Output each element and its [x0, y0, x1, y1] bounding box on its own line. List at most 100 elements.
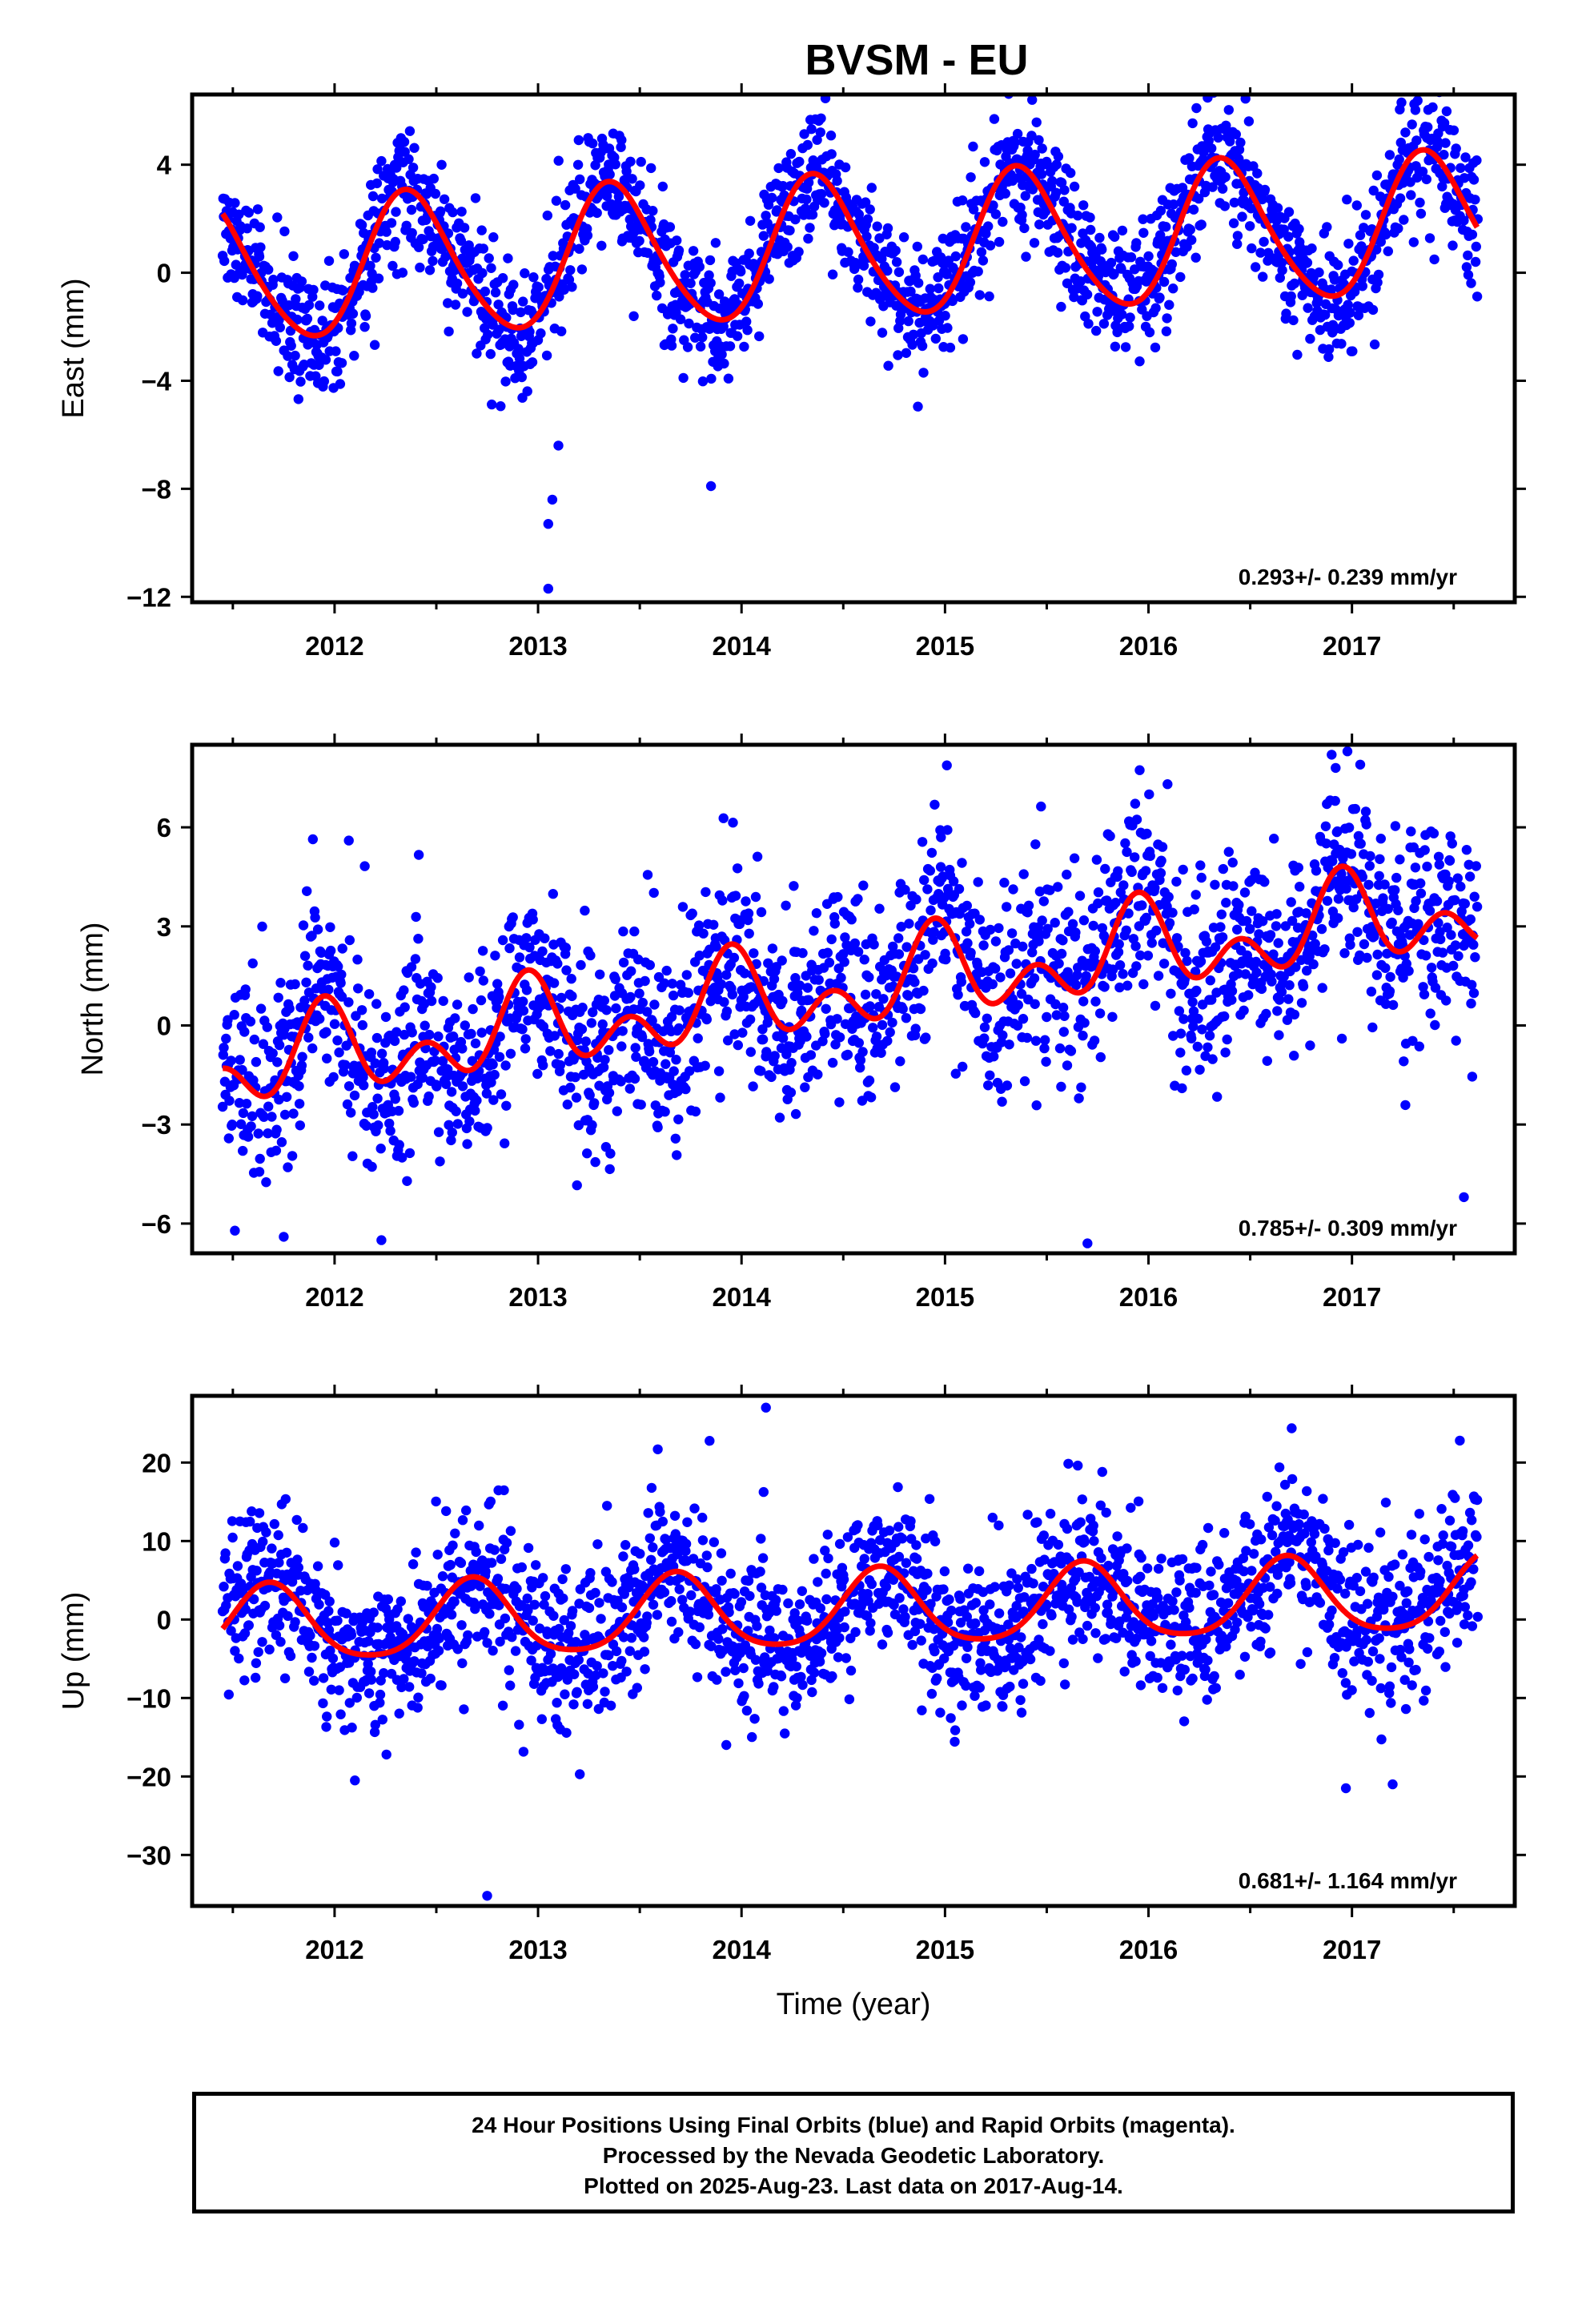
data-point [413, 1692, 424, 1703]
data-point [441, 1079, 452, 1090]
data-point [698, 928, 709, 939]
data-point [712, 1675, 722, 1685]
data-point [1223, 846, 1235, 857]
data-point [1161, 222, 1171, 232]
data-point [1045, 885, 1055, 895]
data-point [336, 969, 347, 980]
data-point [1417, 167, 1428, 177]
data-point [528, 272, 539, 283]
data-point [1221, 898, 1231, 908]
data-point [559, 1614, 569, 1626]
data-point [872, 221, 882, 231]
data-point [739, 1691, 749, 1701]
data-point [918, 368, 929, 378]
data-point [1140, 866, 1151, 876]
data-point [296, 1060, 307, 1071]
data-point [928, 935, 938, 945]
data-point [404, 126, 416, 136]
data-point [913, 278, 924, 288]
data-point [666, 340, 677, 351]
data-point-outlier [547, 494, 558, 505]
data-point [667, 979, 677, 989]
data-point [1175, 271, 1186, 283]
data-point [1460, 152, 1471, 163]
data-point [517, 1024, 528, 1035]
data-point [299, 995, 310, 1006]
data-point [1272, 1006, 1283, 1016]
data-point [665, 222, 676, 232]
data-point [296, 276, 307, 287]
data-point [1399, 1056, 1409, 1067]
data-point [562, 1100, 572, 1110]
data-point [341, 1608, 351, 1618]
data-point [1322, 222, 1332, 232]
data-point [1362, 952, 1372, 963]
data-point [521, 985, 532, 995]
data-point [702, 1562, 713, 1573]
data-point [1079, 1018, 1090, 1028]
data-point [756, 907, 767, 918]
data-point [524, 327, 535, 337]
data-point [833, 963, 844, 974]
data-point [1408, 237, 1419, 247]
data-point [428, 173, 439, 184]
data-point [472, 348, 482, 359]
data-point [370, 1719, 380, 1730]
data-point [286, 340, 296, 351]
data-point [1150, 342, 1161, 353]
data-point [973, 266, 983, 277]
data-point [1192, 1041, 1203, 1052]
data-point [503, 253, 513, 263]
data-point [871, 1031, 882, 1042]
data-point [1375, 236, 1387, 247]
data-point [548, 1610, 559, 1622]
data-point [1321, 838, 1331, 849]
data-point [1166, 259, 1178, 270]
data-point [290, 1617, 300, 1627]
data-point [280, 1494, 291, 1505]
data-point [1276, 257, 1287, 268]
data-point [373, 273, 384, 283]
data-point [554, 1623, 564, 1634]
data-point [460, 1020, 470, 1031]
data-point [595, 969, 605, 980]
data-point [1187, 997, 1198, 1007]
data-point [853, 947, 864, 957]
data-point [1411, 135, 1422, 146]
data-point [575, 1769, 585, 1779]
data-point [1012, 128, 1023, 139]
data-point [1073, 211, 1083, 221]
data-point [1222, 1034, 1232, 1045]
data-point [1442, 923, 1452, 933]
data-point [921, 1032, 931, 1043]
data-point [459, 1704, 469, 1715]
data-point [1286, 291, 1296, 302]
data-point [1292, 349, 1303, 360]
data-point [618, 957, 629, 968]
data-point [240, 1604, 251, 1614]
data-point [625, 991, 636, 1003]
data-point [1348, 255, 1359, 266]
data-point [436, 206, 446, 216]
data-point [677, 1594, 688, 1605]
data-point [369, 340, 380, 350]
data-point [694, 951, 705, 961]
data-point [1031, 117, 1042, 127]
data-point [600, 1055, 610, 1065]
data-point [1323, 352, 1334, 362]
data-point [1078, 915, 1090, 926]
data-point [441, 1506, 452, 1517]
data-point [839, 957, 849, 967]
data-point [383, 1594, 393, 1605]
data-point [882, 1035, 893, 1047]
data-point [528, 1615, 538, 1626]
data-point [669, 1066, 679, 1076]
data-point [588, 138, 598, 149]
data-point [697, 1512, 708, 1523]
panel-3: 2012 2013 2014 2015 2016 201720100−10−20−30Up… [57, 1385, 1526, 2021]
data-point [251, 1566, 262, 1576]
data-point [1105, 830, 1115, 842]
data-point [908, 329, 919, 340]
data-point [793, 247, 804, 257]
data-point [770, 1594, 781, 1606]
